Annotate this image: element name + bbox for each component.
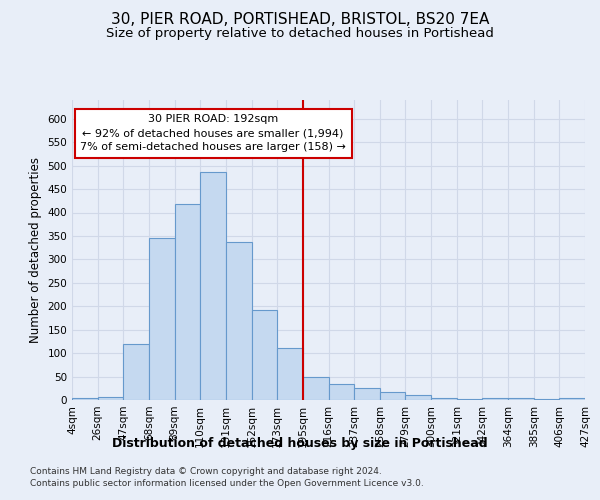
Y-axis label: Number of detached properties: Number of detached properties <box>29 157 42 343</box>
Bar <box>329 384 354 400</box>
Bar <box>149 238 175 400</box>
Bar <box>406 396 431 400</box>
Text: Size of property relative to detached houses in Portishead: Size of property relative to detached ho… <box>106 26 494 40</box>
Bar <box>482 398 508 400</box>
Text: 30, PIER ROAD, PORTISHEAD, BRISTOL, BS20 7EA: 30, PIER ROAD, PORTISHEAD, BRISTOL, BS20… <box>111 12 489 28</box>
Text: Contains HM Land Registry data © Crown copyright and database right 2024.: Contains HM Land Registry data © Crown c… <box>30 468 382 476</box>
Bar <box>534 398 559 400</box>
Bar <box>354 388 380 400</box>
Text: Distribution of detached houses by size in Portishead: Distribution of detached houses by size … <box>112 438 488 450</box>
Bar <box>559 398 585 400</box>
Bar <box>380 392 406 400</box>
Bar <box>226 242 251 400</box>
Bar <box>98 396 124 400</box>
Bar <box>200 172 226 400</box>
Bar <box>72 398 98 400</box>
Bar <box>457 399 482 400</box>
Text: 30 PIER ROAD: 192sqm
← 92% of detached houses are smaller (1,994)
7% of semi-det: 30 PIER ROAD: 192sqm ← 92% of detached h… <box>80 114 346 152</box>
Bar <box>431 398 457 400</box>
Text: Contains public sector information licensed under the Open Government Licence v3: Contains public sector information licen… <box>30 479 424 488</box>
Bar <box>303 376 329 400</box>
Bar <box>508 398 534 400</box>
Bar <box>124 344 149 400</box>
Bar <box>175 204 200 400</box>
Bar <box>251 310 277 400</box>
Bar <box>277 348 303 400</box>
